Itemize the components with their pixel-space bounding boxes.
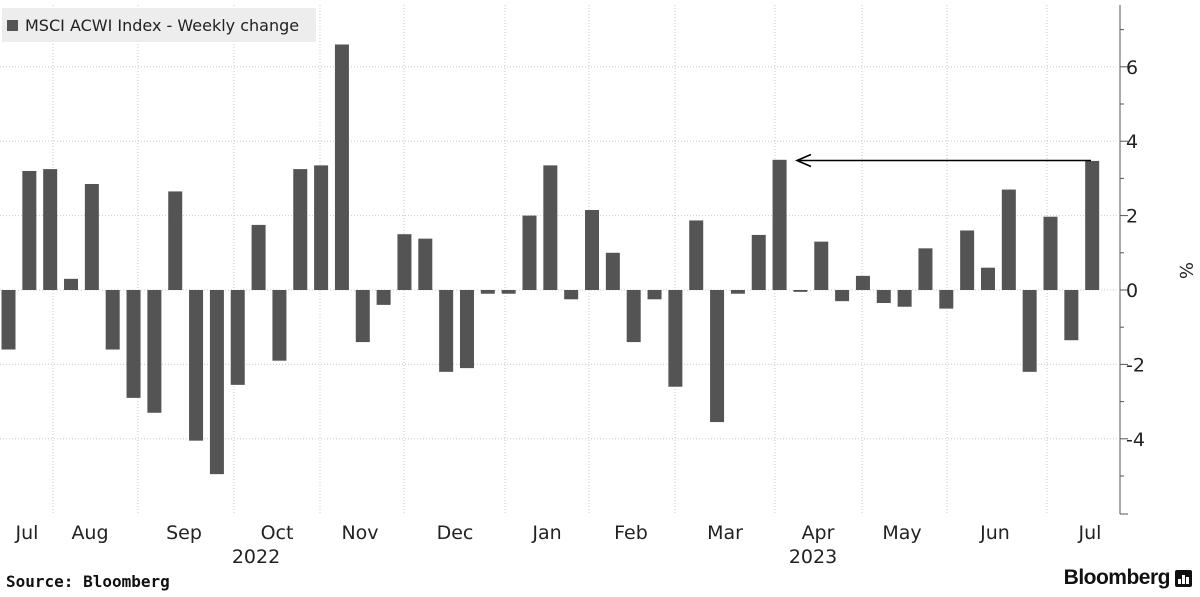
bar: [293, 169, 308, 290]
bar: [1022, 290, 1037, 372]
x-tick-label: Sep: [166, 522, 202, 544]
bar: [1085, 160, 1100, 290]
y-tick-label: -2: [1126, 354, 1145, 376]
x-tick-label: Feb: [614, 522, 648, 544]
legend-label: MSCI ACWI Index - Weekly change: [25, 15, 300, 35]
bar: [960, 230, 975, 290]
x-tick-label: Jun: [979, 522, 1010, 544]
bar: [43, 169, 58, 290]
y-tick-label: -4: [1126, 429, 1145, 451]
bar: [647, 290, 662, 300]
bar: [334, 44, 349, 291]
bar: [251, 224, 266, 290]
bar: [230, 290, 245, 385]
x-tick-label: May: [882, 522, 921, 544]
bar: [1001, 189, 1016, 290]
x-tick-label: Apr: [802, 522, 835, 544]
bar: [1064, 290, 1079, 341]
legend: MSCI ACWI Index - Weekly change: [2, 8, 316, 42]
bar: [730, 290, 745, 294]
y-tick-label: 0: [1126, 280, 1138, 302]
bar: [793, 290, 808, 292]
x-tick-label: Nov: [341, 522, 378, 544]
bar: [605, 252, 620, 290]
bar: [855, 275, 870, 290]
bar: [501, 290, 516, 294]
x-tick-label: Jul: [15, 522, 39, 544]
x-tick-label: Jan: [531, 522, 561, 544]
bar: [64, 278, 79, 290]
bar: [751, 234, 766, 290]
bar: [689, 220, 704, 290]
bar: [710, 290, 725, 423]
bar: [772, 159, 787, 290]
x-tick-label: Dec: [437, 522, 474, 544]
bar: [1, 290, 16, 350]
x-year-label: 2023: [789, 546, 837, 568]
x-year-label: 2022: [232, 546, 280, 568]
bar: [564, 290, 579, 300]
bar: [84, 183, 99, 290]
bar: [314, 165, 329, 290]
x-tick-label: Oct: [261, 522, 294, 544]
source-note: Source: Bloomberg: [6, 572, 170, 591]
brand-logo: Bloomberg: [1064, 566, 1192, 590]
bar: [459, 290, 474, 369]
bar: [105, 290, 120, 350]
bar: [189, 290, 204, 441]
bar: [480, 290, 495, 294]
y-tick-label: 4: [1126, 131, 1138, 153]
bar: [522, 215, 537, 290]
bar: [626, 290, 641, 343]
bar: [897, 290, 912, 307]
bar: [209, 290, 224, 475]
bar: [272, 290, 287, 361]
y-axis-label: %: [1175, 262, 1196, 279]
annotation-arrowhead: [794, 153, 812, 168]
bar: [418, 238, 433, 290]
bar: [814, 241, 829, 290]
bar: [147, 290, 162, 413]
bar: [939, 290, 954, 309]
bar: [668, 290, 683, 387]
bar: [543, 165, 558, 290]
bar: [397, 234, 412, 290]
bar: [980, 267, 995, 290]
brand-name: Bloomberg: [1063, 566, 1171, 589]
bar: [22, 170, 37, 290]
x-tick-label: Jul: [1078, 522, 1102, 544]
bloomberg-terminal-icon: [1175, 569, 1192, 587]
bar: [376, 290, 391, 305]
bar: [1043, 216, 1058, 290]
bar: [876, 290, 891, 304]
x-tick-label: Mar: [707, 522, 743, 544]
bar: [355, 290, 370, 343]
bar: [918, 248, 933, 290]
legend-swatch: [7, 19, 18, 31]
bar: [168, 191, 183, 290]
y-tick-label: 6: [1126, 57, 1138, 79]
bar: [585, 210, 600, 290]
bar: [126, 290, 141, 398]
x-tick-label: Aug: [71, 522, 108, 544]
bar: [439, 290, 454, 372]
bar: [835, 290, 850, 302]
y-tick-label: 2: [1126, 206, 1138, 228]
